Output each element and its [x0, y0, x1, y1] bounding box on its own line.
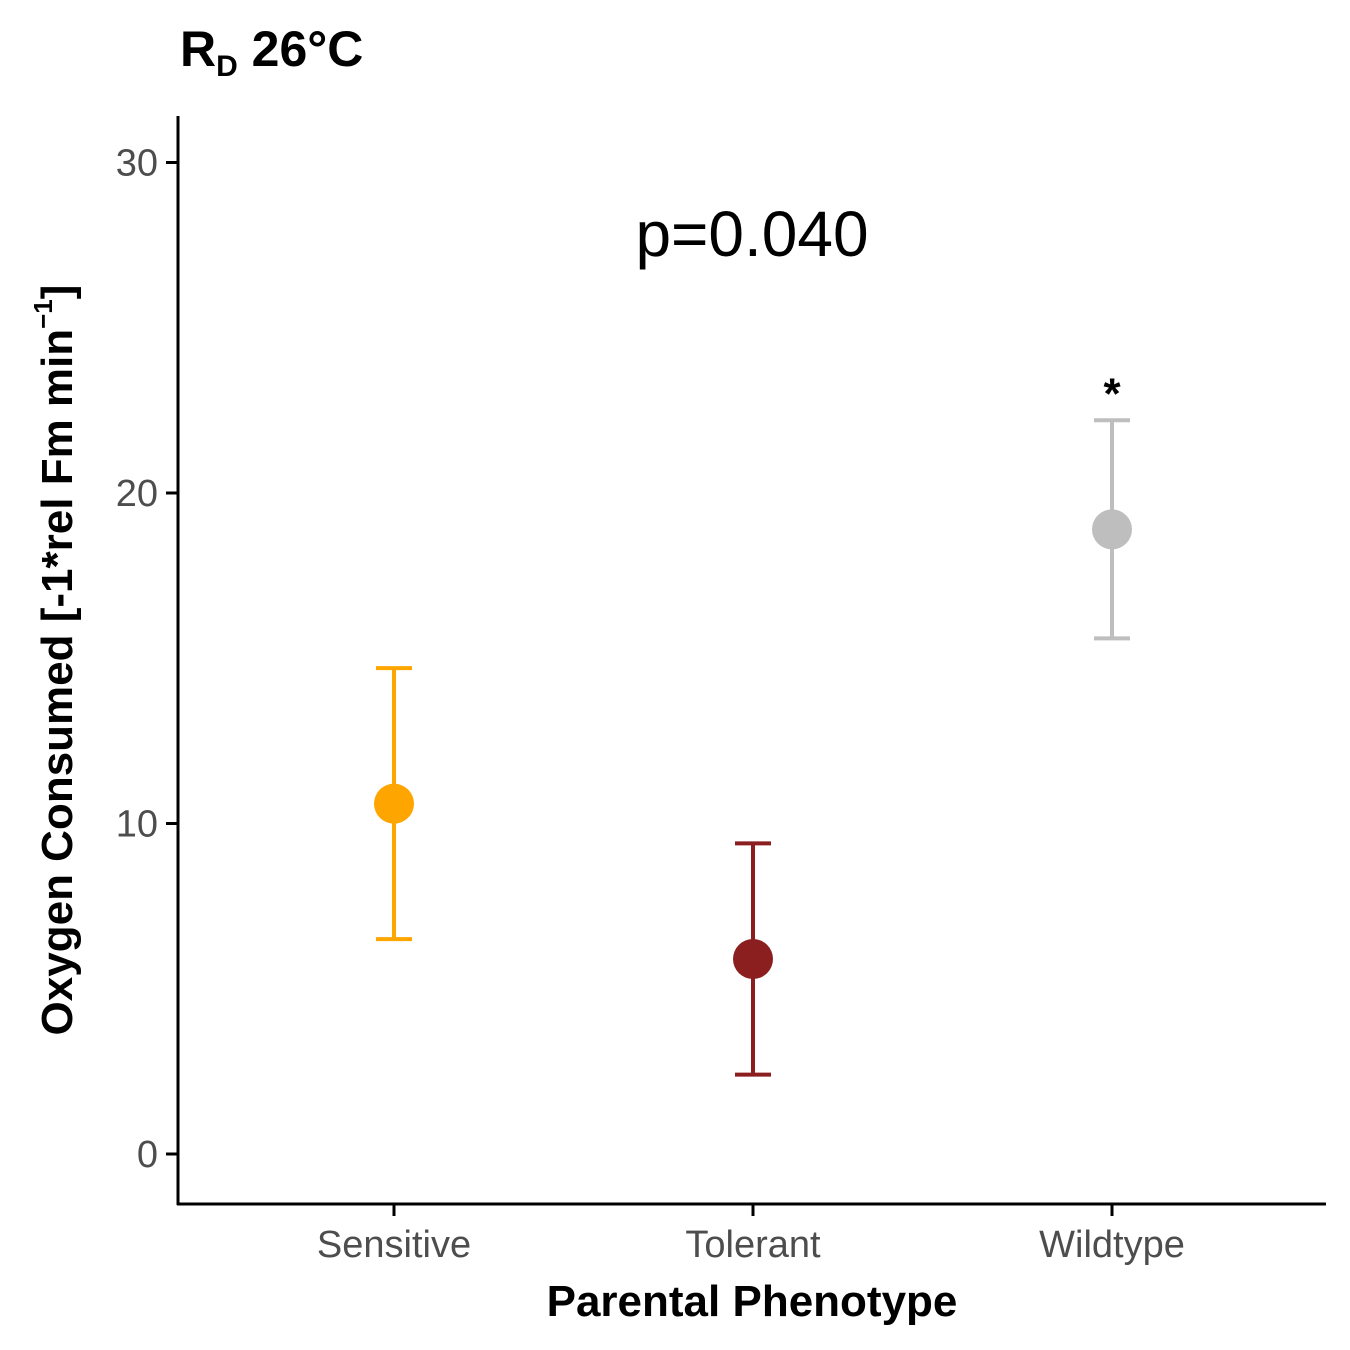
- chart-title-main: R: [180, 21, 216, 77]
- chart-title: RD 26°C: [180, 21, 363, 83]
- y-axis-title: Oxygen Consumed [-1*rel Fm min−1]: [28, 285, 82, 1036]
- y-tick-label-30: 30: [116, 143, 158, 185]
- y-axis-title-end: ]: [33, 285, 82, 300]
- y-tick-label-20: 20: [116, 473, 158, 515]
- chart-title-subscript: D: [216, 50, 238, 83]
- y-tick-label-10: 10: [116, 804, 158, 846]
- p-value-annotation: p=0.040: [635, 198, 868, 270]
- point-wildtype: [1092, 509, 1132, 550]
- point-sensitive: [374, 783, 414, 824]
- significance-marker-wildtype: *: [1103, 369, 1121, 418]
- x-tick-label-sensitive: Sensitive: [317, 1224, 471, 1266]
- y-axis-title-main: Oxygen Consumed [-1*rel Fm min: [33, 329, 82, 1036]
- chart-title-rest: 26°C: [238, 21, 364, 77]
- x-tick-label-tolerant: Tolerant: [685, 1224, 821, 1266]
- y-tick-label-0: 0: [137, 1134, 158, 1176]
- x-axis-title: Parental Phenotype: [547, 1277, 958, 1326]
- x-tick-label-wildtype: Wildtype: [1039, 1224, 1185, 1266]
- y-axis-title-superscript: −1: [28, 299, 58, 329]
- plot-area: 0 10 20 30 Sensitive Tolerant Wildtype *: [116, 143, 1185, 1267]
- point-tolerant: [733, 939, 773, 980]
